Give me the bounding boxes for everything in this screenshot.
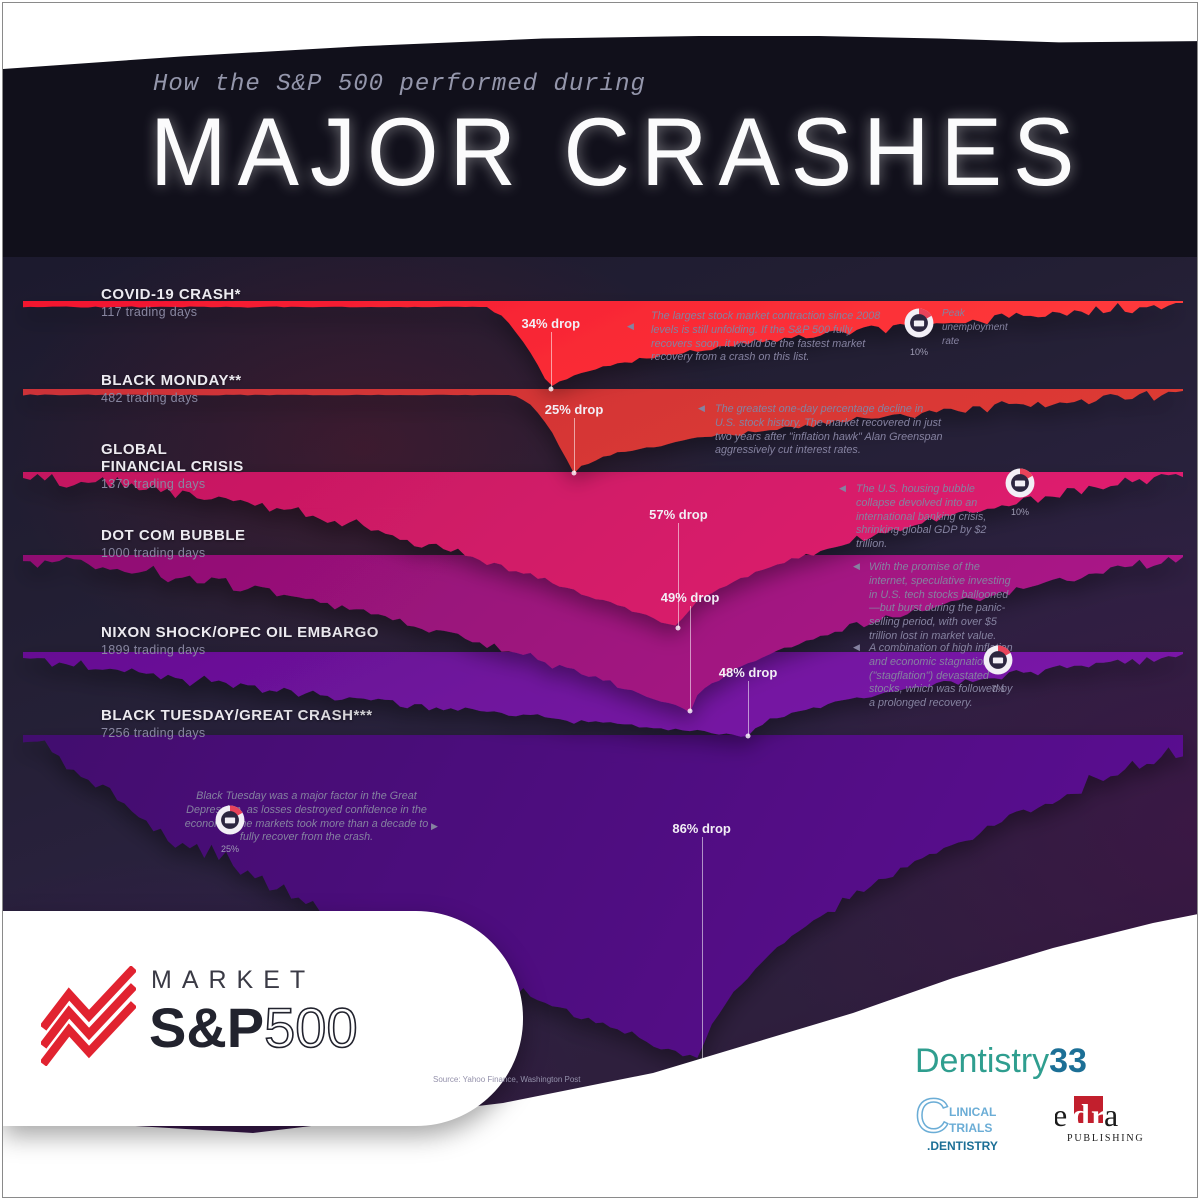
- svg-text:d: d: [1072, 1097, 1090, 1133]
- svg-text:a: a: [1104, 1097, 1118, 1133]
- svg-text:TRIALS: TRIALS: [949, 1121, 992, 1135]
- svg-text:PUBLISHING: PUBLISHING: [1067, 1133, 1144, 1144]
- svg-text:LINICAL: LINICAL: [949, 1105, 996, 1119]
- svg-text:C: C: [915, 1092, 950, 1143]
- svg-text:.DENTISTRY: .DENTISTRY: [927, 1139, 998, 1153]
- svg-text:e: e: [1055, 1097, 1067, 1133]
